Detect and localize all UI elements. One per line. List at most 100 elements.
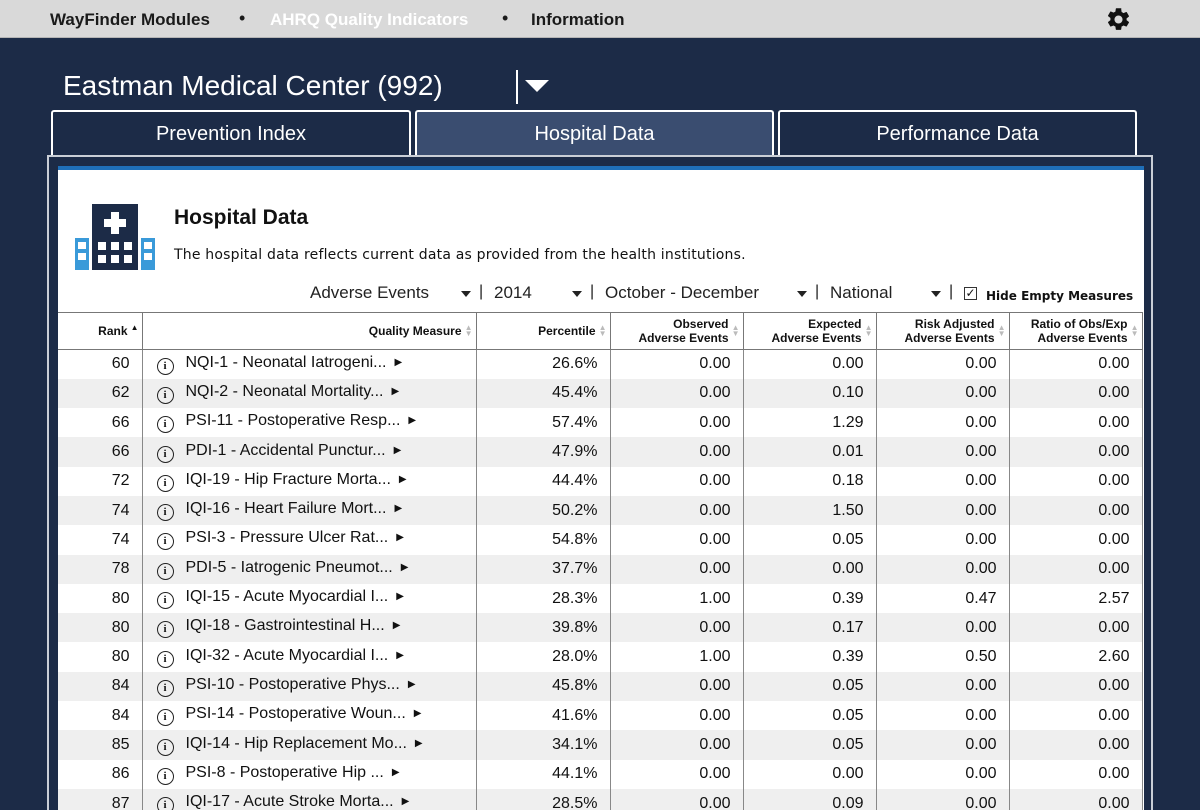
measure-name[interactable]: PSI-10 - Postoperative Phys... <box>185 675 400 693</box>
info-icon[interactable]: i <box>156 709 174 727</box>
table-row[interactable]: 80 i IQI-18 - Gastrointestinal H... ▶ 39.8% 0… <box>58 613 1143 643</box>
measure-name[interactable]: PDI-1 - Accidental Punctur... <box>185 441 386 459</box>
triangle-right-icon[interactable]: ▶ <box>413 708 422 720</box>
year-select[interactable]: 2014 <box>494 283 532 302</box>
measure-name[interactable]: IQI-15 - Acute Myocardial I... <box>185 588 389 606</box>
period-select[interactable]: October - December <box>605 283 759 302</box>
chevron-down-icon[interactable] <box>797 291 807 297</box>
table-row[interactable]: 85 i IQI-14 - Hip Replacement Mo... ▶ 34.1% 0… <box>58 730 1143 760</box>
triangle-right-icon[interactable]: ▶ <box>396 591 404 603</box>
cell-risk-adjusted: 0.00 <box>876 730 1010 760</box>
scope-select[interactable]: National <box>830 283 893 302</box>
header-expected-line1: Expected <box>808 317 862 331</box>
measure-name[interactable]: PSI-3 - Pressure Ulcer Rat... <box>185 529 389 547</box>
header-rank[interactable]: Rank ▲ <box>58 312 143 350</box>
triangle-right-icon[interactable]: ▶ <box>393 444 402 456</box>
info-icon[interactable]: i <box>156 445 174 463</box>
header-expected[interactable]: Expected Adverse Events ▲ ▼ <box>743 312 877 350</box>
info-icon[interactable]: i <box>156 416 174 434</box>
cell-observed: 0.00 <box>610 466 744 496</box>
info-icon[interactable]: i <box>156 797 174 810</box>
measure-name[interactable]: IQI-18 - Gastrointestinal H... <box>185 617 385 635</box>
info-icon[interactable]: i <box>156 562 174 580</box>
hide-empty-label: Hide Empty Measures <box>986 289 1134 303</box>
table-row[interactable]: 66 i PDI-1 - Accidental Punctur... ▶ 47.9% 0.… <box>58 437 1143 467</box>
table-row[interactable]: 84 i PSI-10 - Postoperative Phys... ▶ 45.8% 0… <box>58 671 1143 702</box>
info-icon[interactable]: i <box>156 504 174 522</box>
triangle-right-icon[interactable]: ▶ <box>408 415 417 427</box>
gear-icon[interactable] <box>1105 6 1132 33</box>
info-icon[interactable]: i <box>156 650 174 668</box>
measure-name[interactable]: IQI-32 - Acute Myocardial I... <box>185 646 389 664</box>
measure-name[interactable]: NQI-2 - Neonatal Mortality... <box>185 382 384 400</box>
table-row[interactable]: 66 i PSI-11 - Postoperative Resp... ▶ 57.4% 0… <box>58 408 1143 438</box>
hide-empty-checkbox[interactable]: ✓ <box>964 286 977 300</box>
triangle-right-icon[interactable]: ▶ <box>407 678 416 690</box>
table-header-row: Rank ▲ Quality Measure ▲ ▼ Percentile ▲ ▼ Obs… <box>58 312 1143 350</box>
table-row[interactable]: 78 i PDI-5 - Iatrogenic Pneumot... ▶ 37.7% 0.… <box>58 554 1143 584</box>
chevron-down-icon[interactable] <box>931 291 941 297</box>
cell-ratio: 0.00 <box>1009 788 1143 810</box>
measure-name[interactable]: PSI-14 - Postoperative Woun... <box>185 705 406 723</box>
header-ratio[interactable]: Ratio of Obs/Exp Adverse Events ▲ ▼ <box>1009 312 1143 350</box>
header-observed[interactable]: Observed Adverse Events ▲ ▼ <box>610 312 744 350</box>
nav-wayfinder-modules[interactable]: WayFinder Modules <box>50 10 210 29</box>
nav-information[interactable]: Information <box>531 10 625 29</box>
measure-name[interactable]: NQI-1 - Neonatal Iatrogeni... <box>185 353 387 371</box>
triangle-right-icon[interactable]: ▶ <box>396 532 404 544</box>
table-row[interactable]: 72 i IQI-19 - Hip Fracture Morta... ▶ 44.4% 0… <box>58 466 1143 496</box>
triangle-right-icon[interactable]: ▶ <box>400 561 409 573</box>
info-icon[interactable]: i <box>156 738 174 756</box>
measure-name[interactable]: PSI-8 - Postoperative Hip ... <box>185 763 384 781</box>
category-select[interactable]: Adverse Events <box>310 283 430 302</box>
info-icon[interactable]: i <box>156 679 174 697</box>
chevron-down-icon[interactable] <box>461 291 471 297</box>
table-row[interactable]: 87 i IQI-17 - Acute Stroke Morta... ▶ 28.5% 0… <box>58 788 1143 810</box>
cell-quality-measure: i IQI-18 - Gastrointestinal H... ▶ <box>142 613 477 643</box>
triangle-right-icon[interactable]: ▶ <box>396 649 404 661</box>
measure-name[interactable]: PDI-5 - Iatrogenic Pneumot... <box>185 558 393 576</box>
tab-hospital-data[interactable]: Hospital Data <box>415 110 774 155</box>
triangle-right-icon[interactable]: ▶ <box>391 385 400 397</box>
table-row[interactable]: 60 i NQI-1 - Neonatal Iatrogeni... ▶ 26.6% 0.… <box>58 349 1143 379</box>
header-percentile[interactable]: Percentile ▲ ▼ <box>476 312 611 350</box>
info-icon[interactable]: i <box>156 474 174 492</box>
measure-name[interactable]: IQI-16 - Heart Failure Mort... <box>185 500 387 518</box>
info-icon[interactable]: i <box>156 386 174 404</box>
info-icon[interactable]: i <box>156 357 174 375</box>
table-row[interactable]: 84 i PSI-14 - Postoperative Woun... ▶ 41.6% 0… <box>58 701 1143 731</box>
tab-prevention-index[interactable]: Prevention Index <box>51 110 411 155</box>
triangle-right-icon[interactable]: ▶ <box>414 737 423 749</box>
cell-observed: 0.00 <box>610 701 744 731</box>
table-row[interactable]: 86 i PSI-8 - Postoperative Hip ... ▶ 44.1% 0.… <box>58 759 1143 789</box>
info-icon[interactable]: i <box>156 592 174 610</box>
nav-ahrq-quality-indicators[interactable]: AHRQ Quality Indicators <box>270 10 469 29</box>
triangle-right-icon[interactable]: ▶ <box>394 356 403 368</box>
hospital-dropdown-caret-icon[interactable] <box>525 80 549 92</box>
table-row[interactable]: 74 i PSI-3 - Pressure Ulcer Rat... ▶ 54.8% 0.… <box>58 525 1143 555</box>
cell-expected: 0.00 <box>743 349 877 379</box>
header-quality-measure[interactable]: Quality Measure ▲ ▼ <box>142 312 477 350</box>
measure-name[interactable]: IQI-17 - Acute Stroke Morta... <box>185 793 394 810</box>
table-row[interactable]: 74 i IQI-16 - Heart Failure Mort... ▶ 50.2% 0… <box>58 495 1143 526</box>
info-icon[interactable]: i <box>156 621 174 639</box>
triangle-right-icon[interactable]: ▶ <box>398 473 407 485</box>
measure-name[interactable]: PSI-11 - Postoperative Resp... <box>185 412 401 430</box>
cell-percentile: 26.6% <box>476 349 611 379</box>
measure-name[interactable]: IQI-19 - Hip Fracture Morta... <box>185 470 391 488</box>
header-risk-adjusted[interactable]: Risk Adjusted Adverse Events ▲ ▼ <box>876 312 1010 350</box>
triangle-right-icon[interactable]: ▶ <box>394 503 403 515</box>
cell-expected: 0.00 <box>743 759 877 789</box>
chevron-down-icon[interactable] <box>572 291 582 297</box>
measure-name[interactable]: IQI-14 - Hip Replacement Mo... <box>185 734 407 752</box>
sort-icon: ▲ ▼ <box>864 323 873 338</box>
tab-performance-data[interactable]: Performance Data <box>778 110 1137 155</box>
info-icon[interactable]: i <box>156 533 174 551</box>
triangle-right-icon[interactable]: ▶ <box>391 766 400 778</box>
table-row[interactable]: 80 i IQI-32 - Acute Myocardial I... ▶ 28.0% 1… <box>58 642 1143 672</box>
table-row[interactable]: 62 i NQI-2 - Neonatal Mortality... ▶ 45.4% 0.… <box>58 378 1143 409</box>
triangle-right-icon[interactable]: ▶ <box>392 620 401 632</box>
info-icon[interactable]: i <box>156 767 174 785</box>
table-row[interactable]: 80 i IQI-15 - Acute Myocardial I... ▶ 28.3% 1… <box>58 583 1143 614</box>
triangle-right-icon[interactable]: ▶ <box>401 796 410 808</box>
